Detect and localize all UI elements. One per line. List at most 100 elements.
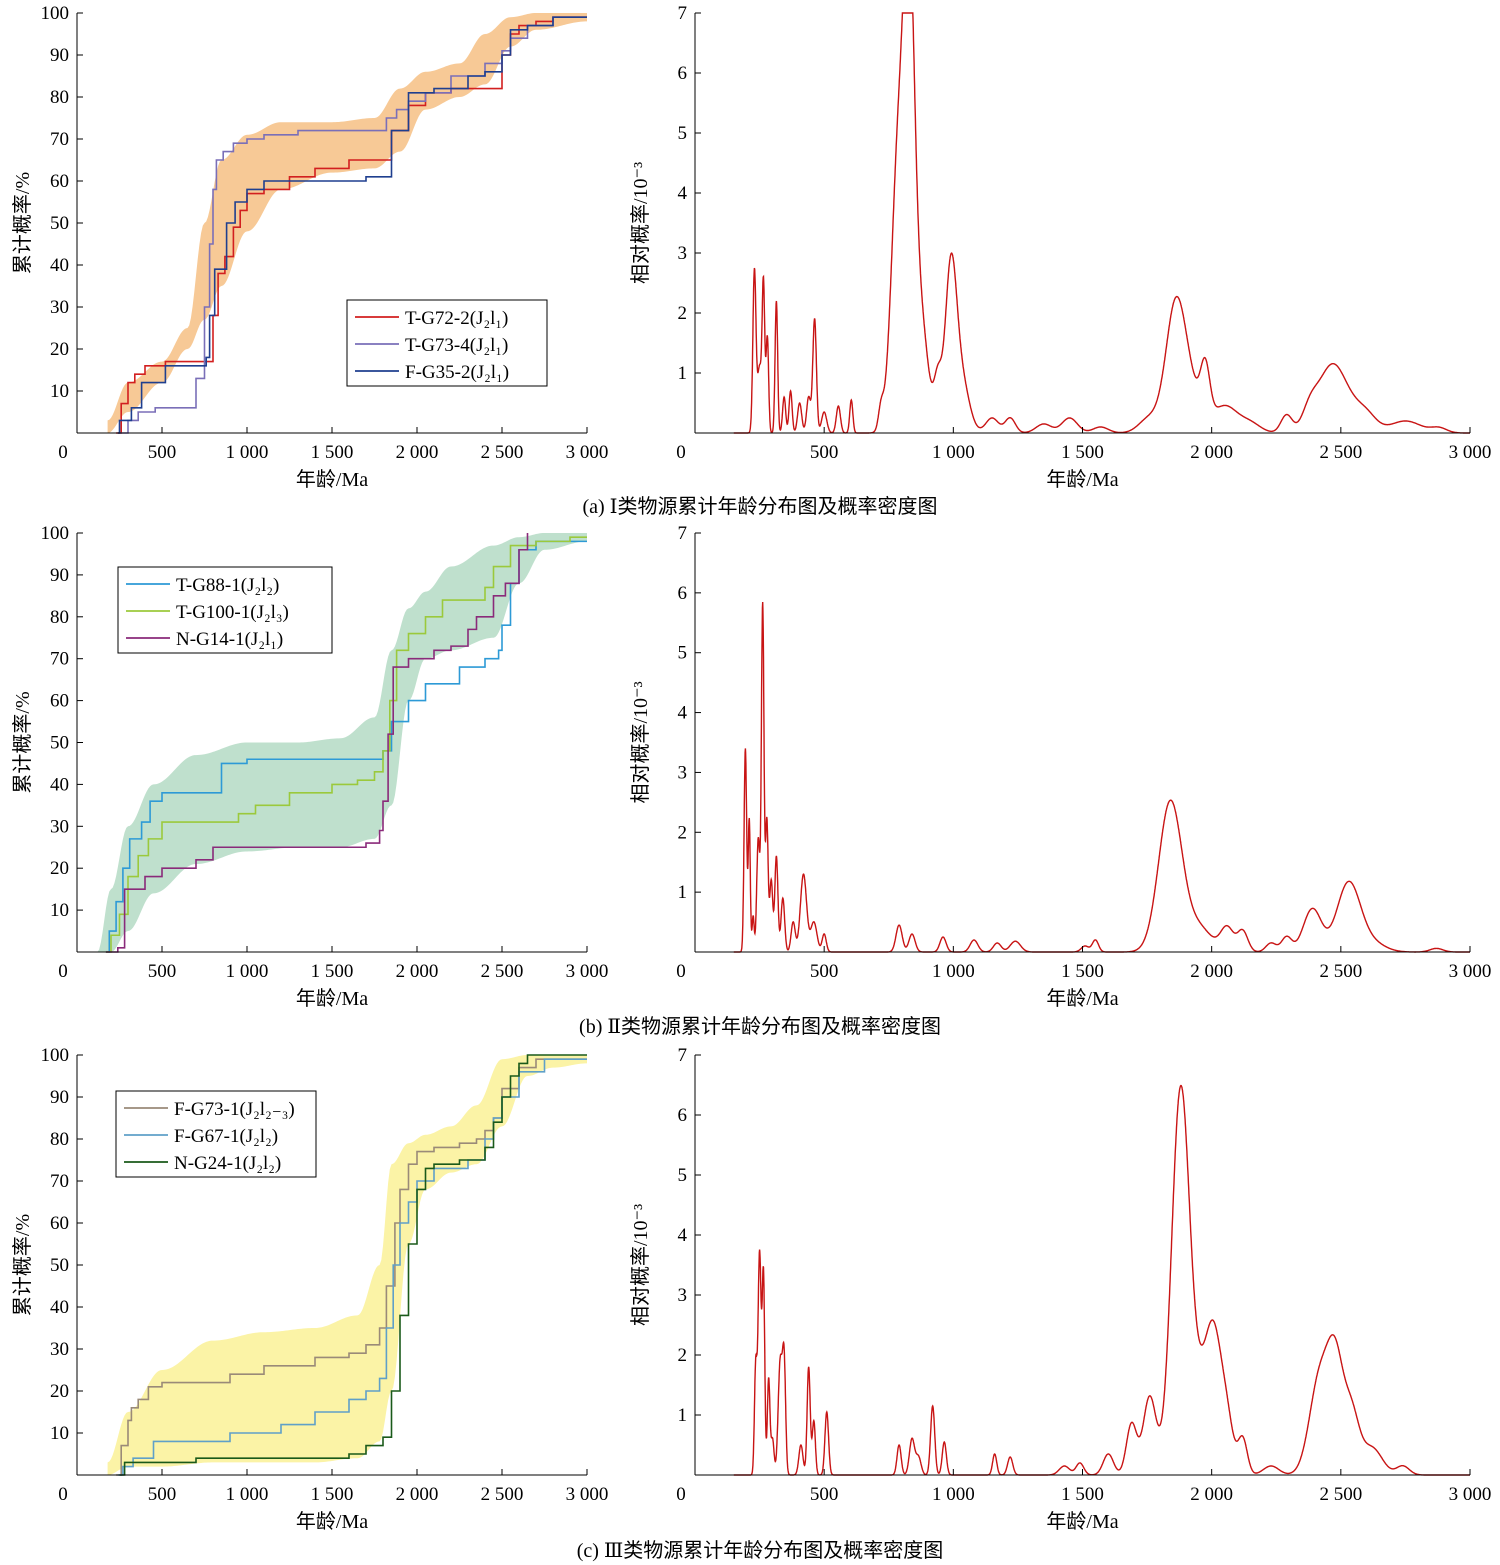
cum-c-y-tick-label: 90	[50, 1087, 69, 1108]
pdf-c-x-label: 年龄/Ma	[1046, 1510, 1118, 1533]
pdf-b-x-tick-label: 1 500	[1061, 961, 1104, 982]
series-line-3	[105, 533, 529, 953]
cum-c-y-label: 累计概率/%	[11, 1214, 34, 1316]
cum-c-y-tick-label: 100	[41, 1045, 70, 1066]
cumulative-plot-c: 0 500 1 000 1 500 2 000 2 500 3 000 10 20 30 40 50 6…	[11, 1045, 608, 1533]
cum-a-x-tick-label: 1 500	[311, 442, 354, 463]
pdf-b-y-tick-label: 5	[678, 643, 688, 664]
cum-a-y-tick-label: 100	[41, 3, 70, 24]
series-line-1	[105, 540, 587, 953]
cum-c-y-tick-label: 70	[50, 1171, 69, 1192]
pdf-a-x-tick-label: 1 000	[932, 442, 975, 463]
pdf-c-x-tick-label: 1 500	[1061, 1484, 1104, 1505]
pdf-c-y-tick-label: 2	[678, 1345, 688, 1366]
cum-b-y-tick-label: 70	[50, 649, 69, 670]
pdf-c-y-tick-label: 3	[678, 1285, 688, 1306]
cum-b-y-tick-label: 90	[50, 565, 69, 586]
pdf-a-y-tick-label: 6	[678, 63, 688, 84]
cum-c-y-tick-label: 30	[50, 1339, 69, 1360]
legend-label: N-G14-1(J₂l₁)	[176, 629, 283, 650]
legend: F-G73-1(J₂l₂₋₃) F-G67-1(J₂l₂) N-G24-1(J₂l₂…	[115, 1090, 317, 1178]
cum-b-x-tick-label: 500	[148, 961, 177, 982]
pdf-b-x-label: 年龄/Ma	[1046, 987, 1118, 1010]
pdf-a-y-tick-label: 1	[678, 363, 688, 384]
pdf-a-x-tick-label: 500	[810, 442, 839, 463]
series-line-2	[105, 536, 587, 953]
cum-c-x-tick-label: 0	[58, 1484, 68, 1505]
pdf-b-y-label: 相对概率/10⁻³	[629, 681, 652, 803]
pdf-b-y-tick-label: 4	[678, 703, 688, 724]
legend-label: T-G73-4(J₂l₁)	[405, 335, 508, 356]
cum-b-x-tick-label: 1 500	[311, 961, 354, 982]
cum-b-x-tick-label: 0	[58, 961, 68, 982]
pdf-c-x-tick-label: 3 000	[1449, 1484, 1492, 1505]
density-plot-b: 0 500 1 000 1 500 2 000 2 500 3 000 1 2 3 4 5 6 7 年龄/M…	[629, 523, 1491, 1010]
cum-a-y-tick-label: 40	[50, 255, 69, 276]
cum-a-x-tick-label: 1 000	[226, 442, 269, 463]
cum-b-y-tick-label: 50	[50, 733, 69, 754]
pdf-a-x-tick-label: 1 500	[1061, 442, 1104, 463]
cum-b-x-tick-label: 2 000	[396, 961, 439, 982]
pdf-b-y-tick-label: 3	[678, 762, 688, 783]
pdf-a-x-tick-label: 3 000	[1449, 442, 1492, 463]
cum-b-y-tick-label: 60	[50, 691, 69, 712]
pdf-a-x-tick-label: 2 500	[1319, 442, 1362, 463]
cum-c-y-tick-label: 80	[50, 1129, 69, 1150]
cum-a-x-tick-label: 2 000	[396, 442, 439, 463]
pdf-c-y-tick-label: 1	[678, 1405, 688, 1426]
pdf-a-x-tick-label: 2 000	[1190, 442, 1233, 463]
cum-c-x-tick-label: 1 500	[311, 1484, 354, 1505]
legend-label: T-G72-2(J₂l₁)	[405, 308, 508, 329]
series-line-3	[117, 16, 587, 434]
cum-a-x-tick-label: 3 000	[566, 442, 609, 463]
pdf-b-y-tick-label: 7	[678, 523, 688, 544]
cum-c-y-tick-label: 50	[50, 1255, 69, 1276]
pdf-b-x-tick-label: 1 000	[932, 961, 975, 982]
pdf-b-y-tick-label: 1	[678, 882, 688, 903]
cum-b-x-label: 年龄/Ma	[296, 987, 368, 1010]
panel-caption-c: (c) Ⅲ类物源累计年龄分布图及概率密度图	[577, 1539, 943, 1562]
pdf-a-y-tick-label: 4	[678, 183, 688, 204]
pdf-b-x-tick-label: 2 000	[1190, 961, 1233, 982]
legend-label: T-G100-1(J₂l₃)	[176, 602, 289, 623]
cum-a-y-tick-label: 20	[50, 339, 69, 360]
legend: T-G88-1(J₂l₂) T-G100-1(J₂l₃) N-G14-1(J₂l₁)	[117, 566, 333, 654]
cum-a-x-label: 年龄/Ma	[296, 468, 368, 491]
cum-b-y-label: 累计概率/%	[11, 691, 34, 793]
cum-c-x-tick-label: 2 500	[481, 1484, 524, 1505]
cum-a-y-tick-label: 50	[50, 213, 69, 234]
pdf-b-x-tick-label: 500	[810, 961, 839, 982]
cum-b-x-tick-label: 1 000	[226, 961, 269, 982]
cumulative-plot-b: 0 500 1 000 1 500 2 000 2 500 3 000 10 20 30 40 50 6…	[11, 523, 608, 1010]
pdf-c-x-tick-label: 2 500	[1319, 1484, 1362, 1505]
cum-c-x-tick-label: 2 000	[396, 1484, 439, 1505]
cum-a-y-tick-label: 60	[50, 171, 69, 192]
density-curve	[733, 12, 1470, 434]
pdf-a-y-tick-label: 2	[678, 303, 688, 324]
cum-a-x-tick-label: 2 500	[481, 442, 524, 463]
pdf-b-x-tick-label: 0	[676, 961, 686, 982]
pdf-c-x-tick-label: 0	[676, 1484, 686, 1505]
cum-c-x-tick-label: 3 000	[566, 1484, 609, 1505]
density-curve	[733, 601, 1470, 953]
cum-a-x-tick-label: 500	[148, 442, 177, 463]
pdf-b-x-tick-label: 2 500	[1319, 961, 1362, 982]
pdf-b-y-tick-label: 6	[678, 583, 688, 604]
pdf-b-y-tick-label: 2	[678, 822, 688, 843]
pdf-a-x-label: 年龄/Ma	[1046, 468, 1118, 491]
cum-a-y-label: 累计概率/%	[11, 172, 34, 274]
cum-b-y-tick-label: 80	[50, 607, 69, 628]
cum-a-y-tick-label: 80	[50, 87, 69, 108]
legend-label: N-G24-1(J₂l₂)	[174, 1153, 281, 1174]
cum-c-y-tick-label: 10	[50, 1423, 69, 1444]
pdf-c-x-tick-label: 1 000	[932, 1484, 975, 1505]
pdf-a-y-tick-label: 3	[678, 243, 688, 264]
cum-b-y-tick-label: 100	[41, 523, 70, 544]
cum-c-y-tick-label: 40	[50, 1297, 69, 1318]
cum-c-y-tick-label: 20	[50, 1381, 69, 1402]
pdf-c-x-tick-label: 500	[810, 1484, 839, 1505]
cum-a-y-tick-label: 10	[50, 381, 69, 402]
legend-label: T-G88-1(J₂l₂)	[176, 575, 279, 596]
pdf-c-x-tick-label: 2 000	[1190, 1484, 1233, 1505]
